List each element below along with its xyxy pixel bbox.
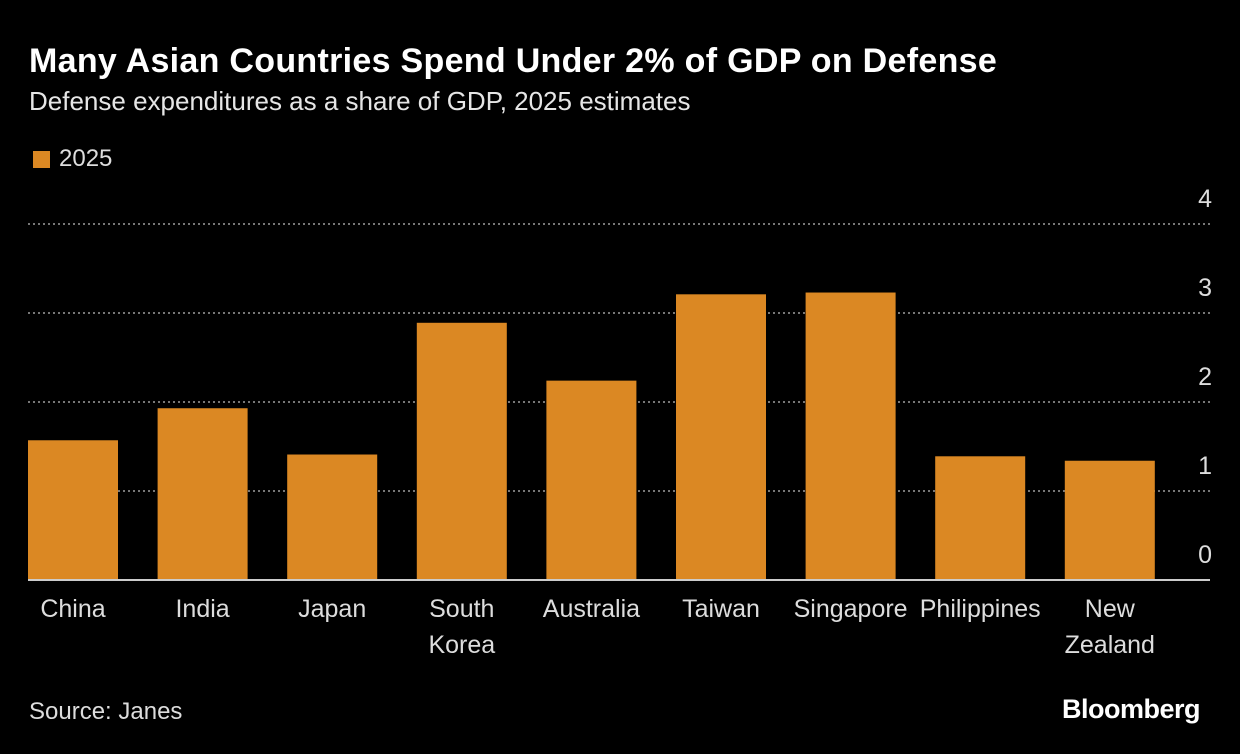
x-tick-label: Philippines	[920, 595, 1041, 623]
y-tick-label: 0	[1198, 541, 1212, 569]
x-tick-label: Korea	[428, 631, 495, 659]
chart-title: Many Asian Countries Spend Under 2% of G…	[29, 42, 998, 80]
bar-australia	[546, 380, 637, 580]
x-tick-label: New	[1085, 595, 1136, 623]
source-note: Source: Janes	[29, 698, 183, 725]
x-tick-label: China	[40, 595, 105, 623]
x-tick-label: Taiwan	[682, 595, 760, 623]
chart-subtitle: Defense expenditures as a share of GDP, …	[29, 86, 691, 116]
x-tick-label: Australia	[543, 595, 640, 623]
bar-new-zealand	[1064, 460, 1155, 580]
bar-india	[157, 408, 248, 580]
x-tick-label: Japan	[298, 595, 366, 623]
bar-singapore	[805, 292, 896, 580]
x-tick-label: Zealand	[1065, 631, 1155, 659]
legend-swatch	[33, 150, 50, 168]
legend: 2025	[33, 145, 112, 173]
x-tick-label: Singapore	[794, 595, 908, 623]
bar-philippines	[935, 456, 1026, 580]
y-tick-label: 1	[1198, 452, 1212, 480]
legend-label: 2025	[59, 145, 113, 172]
y-tick-label: 4	[1198, 185, 1212, 213]
bar-south-korea	[416, 322, 507, 580]
bar-japan	[287, 454, 378, 580]
y-tick-label: 2	[1198, 363, 1212, 391]
bar-taiwan	[676, 294, 766, 580]
bar-china	[28, 440, 118, 580]
x-tick-label: South	[429, 595, 494, 623]
bloomberg-logo: Bloomberg	[1061, 694, 1201, 724]
x-tick-label: India	[175, 595, 229, 623]
y-tick-label: 3	[1198, 274, 1212, 302]
